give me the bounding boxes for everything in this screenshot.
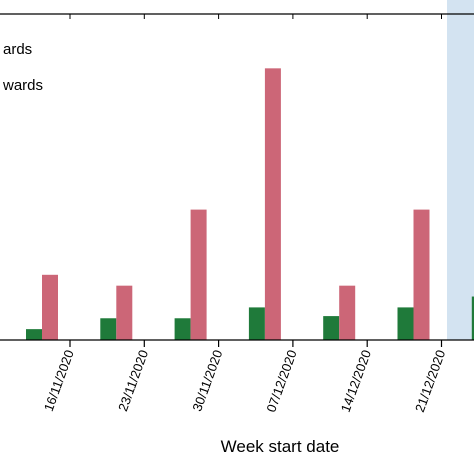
legend-entry-wards: wards bbox=[2, 77, 43, 94]
x-tick-label-2: 30/11/2020 bbox=[189, 348, 225, 413]
bar-ards-5 bbox=[397, 307, 414, 340]
legend: ards wards bbox=[2, 41, 43, 94]
legend-entry-ards: ards bbox=[3, 41, 32, 58]
bar-wards-5 bbox=[413, 209, 430, 340]
bar-wards-1 bbox=[116, 285, 133, 340]
bar-ards-2 bbox=[174, 318, 191, 340]
bar-ards-0 bbox=[26, 329, 42, 340]
bar-ards-3 bbox=[248, 307, 265, 340]
top-ticks-group bbox=[69, 14, 442, 19]
axes-group bbox=[0, 13, 474, 341]
x-tick-label-3: 07/12/2020 bbox=[263, 348, 299, 414]
x-tick-label-0: 16/11/2020 bbox=[41, 348, 77, 413]
x-tick-label-4: 14/12/2020 bbox=[338, 348, 374, 414]
x-tick-label-5: 21/12/2020 bbox=[412, 348, 448, 414]
bar-wards-4 bbox=[339, 285, 356, 340]
highlight-band bbox=[447, 0, 474, 340]
bar-ards-1 bbox=[100, 318, 117, 340]
bar-ards-4 bbox=[323, 316, 340, 340]
x-tick-labels-group: 16/11/2020 23/11/2020 30/11/2020 07/12/2020… bbox=[41, 348, 449, 414]
bar-ards-6 bbox=[471, 296, 474, 340]
x-tick-label-1: 23/11/2020 bbox=[115, 348, 151, 413]
x-ticks-group bbox=[69, 340, 443, 347]
bar-wards-2 bbox=[190, 209, 207, 340]
x-axis-title: Week start date bbox=[221, 437, 340, 456]
bar-wards-3 bbox=[264, 68, 281, 340]
bar-wards-0 bbox=[42, 274, 58, 340]
bars-group bbox=[26, 68, 474, 340]
